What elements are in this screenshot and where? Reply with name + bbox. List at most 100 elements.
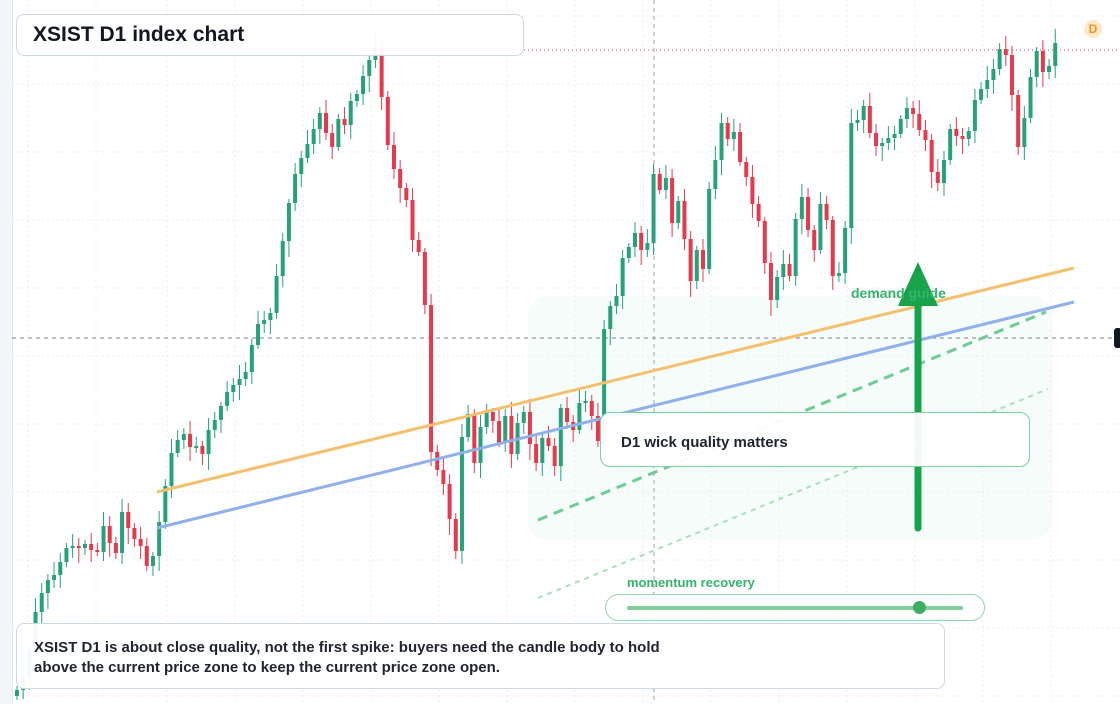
candle (602, 329, 607, 441)
candle (89, 544, 94, 550)
candle (64, 548, 69, 562)
candle (256, 324, 261, 345)
candle (762, 221, 767, 263)
candle (886, 138, 891, 143)
candle (237, 379, 242, 385)
candle (95, 550, 100, 552)
candle (985, 80, 990, 89)
candle (855, 120, 860, 123)
candle (1003, 49, 1008, 55)
candle (262, 320, 267, 324)
candle (200, 446, 205, 454)
candle (280, 241, 285, 276)
wick-quality-callout: D1 wick quality matters (600, 412, 1030, 467)
candle (799, 197, 804, 219)
candle (713, 160, 718, 189)
candle (1009, 55, 1014, 95)
candle (336, 119, 341, 147)
candle (484, 412, 489, 427)
candle (960, 136, 965, 139)
candle (657, 174, 662, 190)
candle (120, 512, 125, 553)
candle (249, 345, 254, 372)
candle (929, 140, 934, 172)
candle (651, 174, 656, 243)
candle (880, 143, 885, 146)
candle (317, 113, 322, 129)
candle (898, 119, 903, 134)
candle (874, 133, 879, 146)
candle (781, 264, 786, 277)
candle (688, 239, 693, 281)
candle (429, 305, 434, 452)
candle (923, 130, 928, 140)
callout-text: D1 wick quality matters (621, 434, 788, 451)
candle (892, 134, 897, 138)
momentum-bar (627, 606, 963, 610)
analysis-note-line-1: XSIST D1 is about close quality, not the… (34, 639, 660, 656)
candle (595, 416, 600, 441)
momentum-knob[interactable] (913, 601, 927, 614)
candle (225, 392, 230, 406)
candle (787, 264, 792, 276)
candle (626, 247, 631, 258)
candle (731, 132, 736, 139)
candle (904, 108, 909, 119)
candle (552, 446, 557, 466)
analysis-note: XSIST D1 is about close quality, not the… (16, 623, 945, 689)
candle (144, 546, 149, 566)
candle (113, 543, 118, 553)
candle (540, 438, 545, 463)
candle (472, 414, 477, 463)
demand-arrow-head (898, 262, 938, 306)
candle (361, 76, 366, 94)
chart-title-text: XSIST D1 index chart (33, 23, 245, 46)
candle (435, 452, 440, 470)
candle (1028, 77, 1033, 118)
candle (1034, 51, 1039, 77)
candle (15, 690, 19, 696)
candle (293, 174, 298, 203)
candle (1022, 118, 1027, 147)
candle (385, 97, 390, 145)
candle (1053, 43, 1058, 66)
candle (107, 526, 112, 543)
candle (620, 258, 625, 296)
candle (935, 172, 940, 183)
candle (45, 580, 50, 593)
candle (305, 144, 310, 158)
candle (299, 158, 304, 174)
candle (342, 119, 347, 125)
candle (188, 434, 193, 447)
candle (639, 233, 644, 250)
left-toolbar-strip (0, 0, 13, 704)
candle (818, 204, 823, 250)
analysis-note-line-2: above the current price zone to keep the… (34, 659, 500, 676)
candle (756, 204, 761, 221)
candle (1016, 95, 1021, 147)
candle (521, 412, 526, 423)
candle (348, 101, 353, 125)
candle (206, 430, 211, 454)
candle (997, 49, 1002, 69)
candle (589, 401, 594, 416)
candle (645, 243, 650, 250)
candle (991, 69, 996, 80)
momentum-slider[interactable] (605, 594, 985, 621)
candle (966, 131, 971, 139)
timeframe-badge[interactable]: D (1084, 20, 1102, 38)
candle (663, 178, 668, 190)
candle (138, 539, 143, 546)
candle (478, 427, 483, 463)
candle (218, 406, 223, 420)
candle (330, 133, 335, 147)
candle (274, 276, 279, 313)
candle (768, 263, 773, 300)
candle (700, 250, 705, 269)
candle (126, 512, 131, 528)
candle (181, 434, 186, 440)
candle (169, 453, 174, 486)
candle (583, 401, 588, 403)
price-edge-marker (1114, 328, 1120, 348)
candle (490, 412, 495, 421)
